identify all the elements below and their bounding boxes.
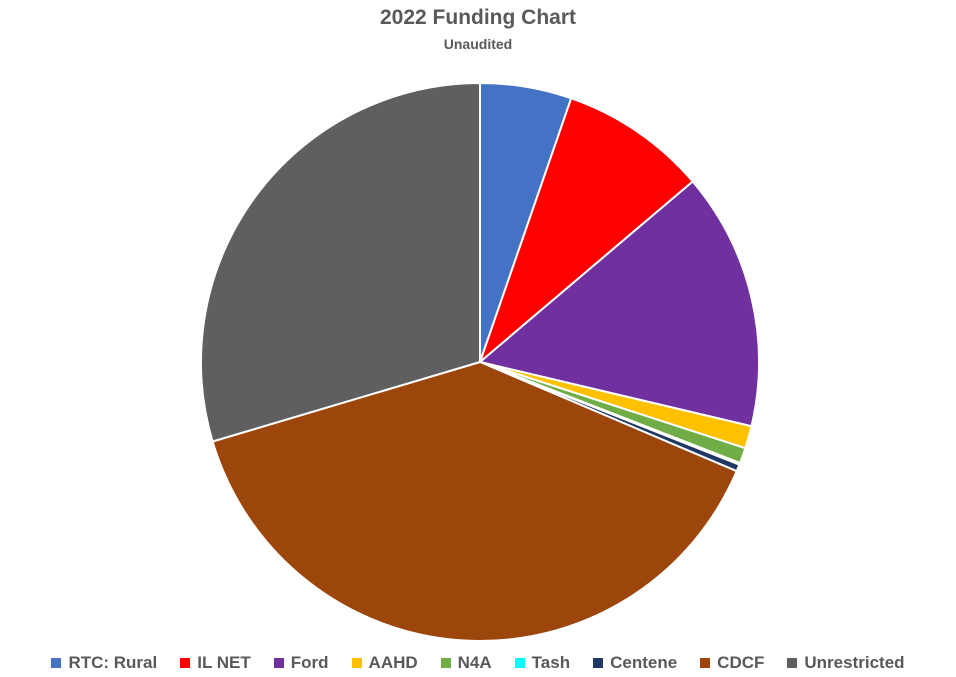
legend-item-rtc-rural: RTC: Rural (51, 653, 157, 673)
legend-item-cdcf: CDCF (700, 653, 764, 673)
legend-swatch (351, 658, 362, 668)
chart-legend: RTC: Rural IL NET Ford AAHD N4A Tash Centene CD… (0, 652, 956, 674)
legend-item-n4a: N4A (440, 653, 492, 673)
legend-swatch (180, 658, 191, 668)
pie-slice-il-net (479, 97, 694, 363)
legend-swatch (787, 658, 798, 668)
legend-item-il-net: IL NET (180, 653, 251, 673)
chart-subtitle: Unaudited (443, 36, 513, 52)
legend-label: Centene (610, 653, 678, 672)
legend-item-centene: Centene (593, 653, 677, 673)
legend-swatch (51, 658, 62, 668)
legend-label: Tash (531, 653, 571, 672)
legend-swatch (273, 658, 284, 668)
pie-slices (200, 82, 760, 642)
pie-slice-ford (479, 180, 760, 428)
legend-item-unrestricted: Unrestricted (787, 653, 905, 673)
legend-item-aahd: AAHD (351, 653, 418, 673)
legend-label: N4A (457, 653, 492, 672)
chart-title: 2022 Funding Chart (379, 6, 577, 29)
legend-label: Unrestricted (804, 653, 905, 672)
legend-label: RTC: Rural (68, 653, 158, 672)
legend-item-tash: Tash (514, 653, 571, 673)
legend-swatch (700, 658, 711, 668)
legend-item-ford: Ford (273, 653, 329, 673)
legend-label: Ford (290, 653, 329, 672)
legend-swatch (440, 658, 451, 668)
legend-label: IL NET (197, 653, 251, 672)
legend-swatch (514, 658, 525, 668)
pie-plot-area (200, 82, 760, 642)
legend-label: CDCF (717, 653, 765, 672)
pie-slice-unrestricted (200, 82, 481, 443)
legend-swatch (593, 658, 604, 668)
pie-slice-cdcf (211, 361, 738, 642)
legend-label: AAHD (368, 653, 418, 672)
